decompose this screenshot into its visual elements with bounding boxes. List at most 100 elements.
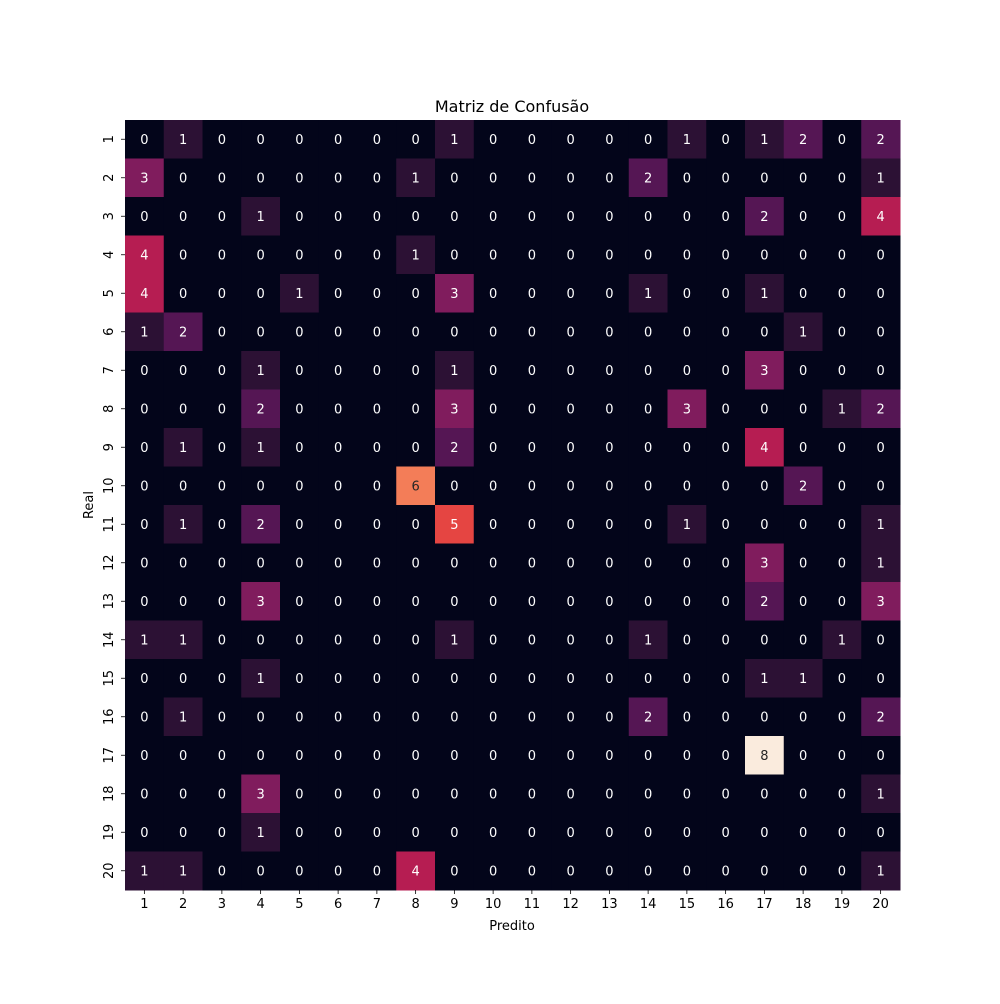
cell-value-label: 0: [218, 287, 226, 302]
heatmap-cell: [745, 466, 785, 506]
heatmap-cell: [551, 697, 591, 737]
heatmap-cell: [163, 389, 203, 429]
heatmap-cell: [163, 274, 203, 313]
heatmap-cell: [512, 428, 552, 467]
heatmap-cell: [590, 274, 630, 313]
cell-value-label: 0: [566, 441, 574, 456]
cell-value-label: 0: [295, 325, 303, 340]
x-tick-label: 13: [601, 897, 618, 912]
cell-value-label: 0: [295, 210, 303, 225]
heatmap-cell: [163, 197, 203, 236]
cell-value-label: 0: [566, 171, 574, 186]
heatmap-cell: [125, 158, 165, 198]
heatmap-cell: [745, 543, 785, 583]
cell-value-label: 0: [140, 710, 148, 725]
heatmap-cell: [667, 620, 707, 660]
cell-value-label: 2: [760, 595, 768, 610]
heatmap-cell: [280, 659, 320, 698]
heatmap-cell: [202, 620, 242, 660]
cell-value-label: 2: [644, 171, 652, 186]
cell-value-label: 0: [528, 518, 536, 533]
cell-value-label: 0: [528, 864, 536, 879]
cell-value-label: 0: [373, 556, 381, 571]
cell-value-label: 0: [683, 479, 691, 494]
heatmap-cell: [590, 543, 630, 583]
heatmap-cell: [628, 505, 668, 544]
heatmap-cell: [628, 851, 668, 891]
y-tick-label: 10: [102, 477, 117, 494]
cell-value-label: 0: [295, 672, 303, 687]
heatmap-cell: [706, 120, 746, 159]
cell-value-label: 0: [644, 556, 652, 571]
heatmap-cell: [861, 274, 901, 313]
cell-value-label: 6: [411, 479, 419, 494]
heatmap-cell: [551, 351, 591, 390]
cell-value-label: 0: [295, 826, 303, 841]
cell-value-label: 0: [605, 864, 613, 879]
chart-title: Matriz de Confusão: [435, 97, 589, 116]
heatmap-cell: [241, 197, 281, 236]
heatmap-cell: [861, 697, 901, 737]
heatmap-cell: [241, 851, 281, 891]
cell-value-label: 0: [489, 672, 497, 687]
cell-value-label: 0: [218, 479, 226, 494]
heatmap-cell: [512, 120, 552, 159]
cell-value-label: 0: [256, 633, 264, 648]
cell-value-label: 0: [334, 749, 342, 764]
cell-value-label: 0: [566, 556, 574, 571]
cell-value-label: 5: [450, 518, 458, 533]
cell-value-label: 1: [295, 287, 303, 302]
cell-value-label: 1: [644, 633, 652, 648]
cell-value-label: 0: [838, 248, 846, 263]
heatmap-cell: [745, 351, 785, 390]
cell-value-label: 0: [760, 826, 768, 841]
heatmap-cell: [822, 466, 862, 506]
heatmap-cell: [861, 543, 901, 583]
heatmap-cell: [822, 813, 862, 852]
heatmap-cell: [280, 235, 320, 275]
heatmap-cell: [822, 659, 862, 698]
x-tick-label: 11: [524, 897, 541, 912]
cell-value-label: 0: [605, 749, 613, 764]
heatmap-cell: [628, 659, 668, 698]
heatmap-cell: [435, 274, 475, 313]
heatmap-cell: [706, 235, 746, 275]
heatmap-cell: [783, 851, 823, 891]
cell-value-label: 0: [838, 287, 846, 302]
heatmap-cell: [551, 774, 591, 814]
cell-value-label: 1: [876, 556, 884, 571]
heatmap-cell: [822, 274, 862, 313]
cell-value-label: 0: [334, 441, 342, 456]
heatmap-cell: [512, 197, 552, 236]
heatmap-cell: [125, 543, 165, 583]
cell-value-label: 1: [876, 518, 884, 533]
cell-value-label: 0: [566, 364, 574, 379]
cell-value-label: 0: [218, 787, 226, 802]
heatmap-cell: [318, 582, 358, 621]
cell-value-label: 1: [179, 518, 187, 533]
cell-value-label: 0: [334, 133, 342, 148]
y-tick-label: 15: [102, 670, 117, 687]
heatmap-cell: [706, 505, 746, 544]
cell-value-label: 0: [683, 287, 691, 302]
cell-value-label: 0: [140, 364, 148, 379]
heatmap-cell: [125, 736, 165, 775]
cell-value-label: 0: [218, 364, 226, 379]
heatmap-cell: [783, 620, 823, 660]
cell-value-label: 2: [876, 402, 884, 417]
x-tick-label: 8: [411, 897, 419, 912]
cell-value-label: 0: [683, 633, 691, 648]
heatmap-cell: [667, 235, 707, 275]
cell-value-label: 0: [721, 864, 729, 879]
heatmap-cell: [783, 389, 823, 429]
cell-value-label: 0: [411, 364, 419, 379]
cell-value-label: 0: [179, 672, 187, 687]
heatmap-cell: [357, 774, 397, 814]
cell-value-label: 0: [566, 672, 574, 687]
heatmap-cell: [202, 659, 242, 698]
cell-value-label: 0: [411, 518, 419, 533]
heatmap-cell: [706, 697, 746, 737]
